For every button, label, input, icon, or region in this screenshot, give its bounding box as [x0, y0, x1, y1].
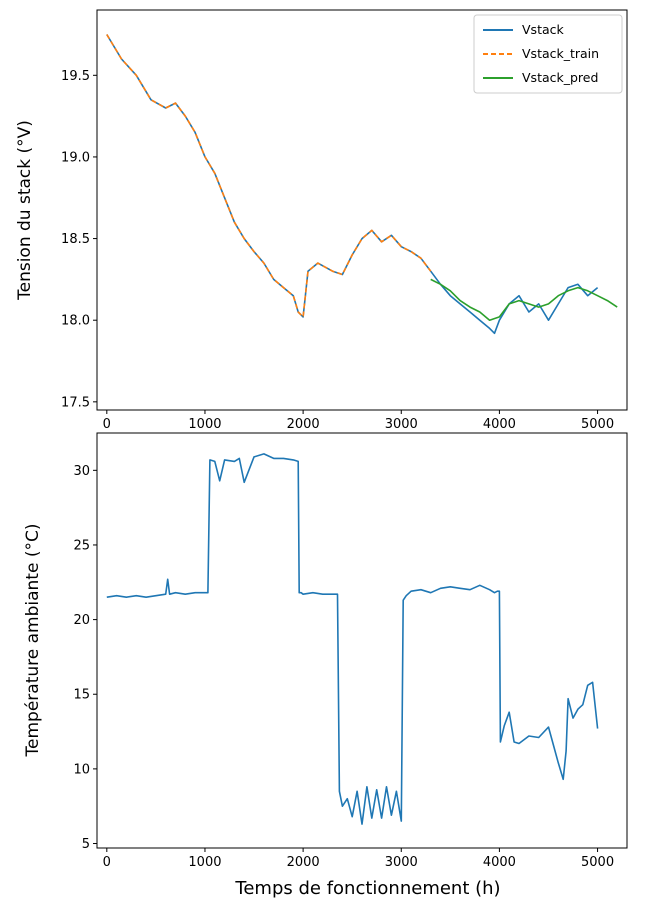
x-tick-label: 5000	[581, 417, 614, 432]
x-tick-label: 1000	[188, 855, 221, 870]
x-tick-label: 2000	[287, 417, 320, 432]
voltage-plot-frame	[96, 9, 628, 411]
y-tick-label: 25	[73, 538, 90, 553]
x-tick-label: 3000	[385, 417, 418, 432]
temperature-y-axis-label: Température ambiante (°C)	[23, 524, 43, 758]
y-tick-label: 20	[73, 613, 90, 628]
legend-label-vstack-train: Vstack_train	[522, 46, 599, 61]
temperature-x-ticks: 0 1000 2000 3000 4000 5000	[103, 848, 614, 870]
voltage-series	[106, 34, 618, 335]
legend-label-vstack: Vstack	[522, 22, 564, 37]
legend-box	[473, 14, 623, 94]
y-tick-label: 19.5	[61, 69, 90, 84]
x-tick-label: 0	[103, 855, 111, 870]
series-line-vstack	[106, 34, 599, 335]
series-line-vstack-train	[106, 34, 432, 318]
legend: Vstack Vstack_train Vstack_pred	[473, 14, 623, 94]
x-tick-label: 1000	[188, 417, 221, 432]
voltage-x-ticks: 0 1000 2000 3000 4000 5000	[103, 410, 614, 432]
x-tick-label: 5000	[581, 855, 614, 870]
series-line-vstack-pred	[430, 278, 618, 322]
x-tick-label: 3000	[385, 855, 418, 870]
y-tick-label: 17.5	[61, 395, 90, 410]
legend-label-vstack-pred: Vstack_pred	[522, 70, 598, 85]
y-tick-label: 10	[73, 762, 90, 777]
x-tick-label: 0	[103, 417, 111, 432]
temperature-y-ticks: 5 10 15 20 25 30	[73, 464, 97, 852]
y-tick-label: 18.5	[61, 232, 90, 247]
x-tick-label: 4000	[483, 855, 516, 870]
temperature-series	[106, 453, 599, 825]
y-tick-label: 15	[73, 688, 90, 703]
voltage-chart: 0 1000 2000 3000 4000 5000 17.5 18.0 18.5 19.0 19…	[15, 9, 628, 432]
y-tick-label: 30	[73, 464, 90, 479]
temperature-plot-frame	[96, 432, 628, 849]
y-tick-label: 19.0	[61, 150, 90, 165]
temperature-chart: 0 1000 2000 3000 4000 5000 5 10 15 20 25 30 Tempér…	[23, 432, 628, 899]
x-tick-label: 4000	[483, 417, 516, 432]
y-tick-label: 18.0	[61, 314, 90, 329]
x-tick-label: 2000	[287, 855, 320, 870]
y-tick-label: 5	[82, 837, 90, 852]
x-axis-label: Temps de fonctionnement (h)	[234, 878, 500, 899]
voltage-y-axis-label: Tension du stack (°V)	[15, 120, 35, 301]
series-line-temperature	[106, 453, 599, 825]
voltage-y-ticks: 17.5 18.0 18.5 19.0 19.5	[61, 69, 97, 410]
